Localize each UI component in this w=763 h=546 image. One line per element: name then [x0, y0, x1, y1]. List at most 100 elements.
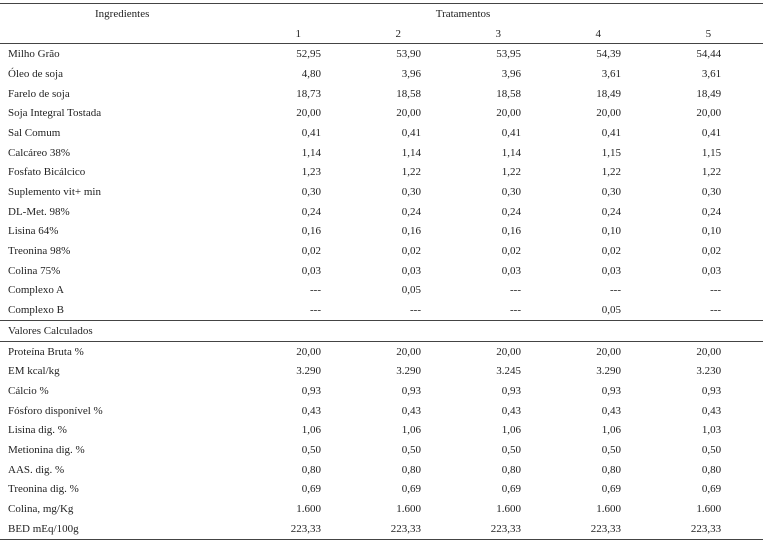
cell-value: 0,93	[401, 384, 421, 397]
table-row: Calcáreo 38% 1,14 1,14 1,14 1,15 1,15	[0, 143, 763, 163]
cell-value: 0,16	[501, 225, 521, 238]
cell-value: 0,03	[301, 264, 321, 277]
treatment-number: 1	[233, 23, 333, 45]
cell-value: 3.290	[596, 365, 621, 378]
cell-value: 1,22	[701, 166, 722, 179]
cell-value: 0,10	[601, 225, 621, 238]
cell-value: 1,15	[701, 146, 722, 159]
table-row: Óleo de soja 4,80 3,96 3,96 3,61 3,61	[0, 64, 763, 84]
cell-value: 1,22	[401, 166, 421, 179]
cell-value: 0,43	[301, 404, 321, 417]
cell-value: 0,41	[701, 126, 722, 139]
cell-value: 0,41	[401, 126, 421, 139]
row-label: Suplemento vit+ min	[8, 186, 101, 199]
cell-value: 0,50	[301, 443, 321, 456]
table-row: Colina 75% 0,03 0,03 0,03 0,03 0,03	[0, 261, 763, 281]
cell-value: ---	[610, 284, 621, 297]
table-row: Cálcio % 0,93 0,93 0,93 0,93 0,93	[0, 381, 763, 401]
cell-value: 0,80	[301, 463, 321, 476]
treatment-number: 3	[433, 23, 533, 45]
cell-value: 0,03	[401, 264, 421, 277]
table-row: Proteína Bruta % 20,00 20,00 20,00 20,00 20,0…	[0, 341, 763, 361]
cell-value: 3.290	[296, 365, 321, 378]
cell-value: 1,06	[401, 424, 421, 437]
cell-value: 0,30	[501, 186, 521, 199]
cell-value: ---	[433, 300, 533, 322]
row-label: Complexo A	[8, 284, 64, 297]
cell-value: 3,61	[601, 67, 621, 80]
cell-value: 1,14	[401, 146, 421, 159]
cell-value: 0,02	[401, 245, 421, 258]
cell-value: 3,96	[501, 67, 521, 80]
header-row: Ingredientes Tratamentos	[0, 2, 763, 24]
cell-value: 223,33	[333, 518, 433, 540]
cell-value: 0,24	[701, 205, 722, 218]
cell-value: 0,24	[501, 205, 521, 218]
row-label: Calcáreo 38%	[8, 146, 70, 159]
cell-value: 20,00	[596, 107, 621, 120]
cell-value: 20,00	[396, 107, 421, 120]
cell-value: 0,24	[301, 205, 321, 218]
cell-value: 1.600	[296, 503, 321, 516]
treatment-number: 2	[333, 23, 433, 45]
row-label: Colina, mg/Kg	[8, 503, 74, 516]
cell-value: 0,80	[401, 463, 421, 476]
cell-value: 3.290	[396, 365, 421, 378]
row-label: Óleo de soja	[8, 67, 63, 80]
cell-value: 0,30	[301, 186, 321, 199]
cell-value: 3.245	[496, 365, 521, 378]
table-row: BED mEq/100g 223,33 223,33 223,33 223,33 223,…	[0, 518, 763, 540]
cell-value: 0,16	[401, 225, 421, 238]
cell-value: 223,33	[533, 518, 633, 540]
cell-value: 0,24	[401, 205, 421, 218]
cell-value: 0,50	[701, 443, 722, 456]
table-row: Complexo B --- --- --- 0,05 ---	[0, 300, 763, 322]
row-label: Metionina dig. %	[8, 443, 85, 456]
cell-value: 3.230	[696, 365, 722, 378]
cell-value: 0,41	[601, 126, 621, 139]
cell-value: 1,14	[501, 146, 521, 159]
cell-value: 20,00	[496, 345, 521, 358]
cell-value: 1,22	[601, 166, 621, 179]
cell-value: 20,00	[696, 345, 722, 358]
cell-value: 0,80	[701, 463, 722, 476]
cell-value: 53,90	[396, 48, 421, 61]
row-label: EM kcal/kg	[8, 365, 60, 378]
table-row: Farelo de soja 18,73 18,58 18,58 18,49 18,49	[0, 84, 763, 104]
row-label: Proteína Bruta %	[8, 345, 84, 358]
row-label: Colina 75%	[8, 264, 61, 277]
cell-value: 0,03	[701, 264, 722, 277]
cell-value: 0,10	[701, 225, 722, 238]
cell-value: 0,30	[701, 186, 722, 199]
cell-value: 1,15	[601, 146, 621, 159]
row-label: Lisina dig. %	[8, 424, 67, 437]
cell-value: 1,06	[601, 424, 621, 437]
cell-value: 1,06	[301, 424, 321, 437]
cell-value: 1,06	[501, 424, 521, 437]
cell-value: 20,00	[496, 107, 521, 120]
table-row: Treonina dig. % 0,69 0,69 0,69 0,69 0,69	[0, 480, 763, 500]
table-row: Soja Integral Tostada 20,00 20,00 20,00 20,0…	[0, 103, 763, 123]
cell-value: 0,05	[401, 284, 421, 297]
cell-value: 18,58	[396, 87, 421, 100]
cell-value: 0,93	[501, 384, 521, 397]
cell-value: 1.600	[396, 503, 421, 516]
table-row: Lisina dig. % 1,06 1,06 1,06 1,06 1,03	[0, 420, 763, 440]
cell-value: 20,00	[596, 345, 621, 358]
cell-value: 0,03	[601, 264, 621, 277]
row-label: DL-Met. 98%	[8, 205, 70, 218]
table-row: Metionina dig. % 0,50 0,50 0,50 0,50 0,50	[0, 440, 763, 460]
table-row: Fosfato Bicálcico 1,23 1,22 1,22 1,22 1,22	[0, 163, 763, 183]
row-label: Treonina dig. %	[8, 483, 79, 496]
cell-value: 1,22	[501, 166, 521, 179]
cell-value: 18,58	[496, 87, 521, 100]
row-label: BED mEq/100g	[0, 518, 233, 540]
cell-value: 0,03	[501, 264, 521, 277]
table-row: EM kcal/kg 3.290 3.290 3.245 3.290 3.230	[0, 361, 763, 381]
cell-value: 0,69	[601, 483, 621, 496]
cell-value: 0,69	[501, 483, 521, 496]
cell-value: 0,02	[301, 245, 321, 258]
cell-value: 0,02	[601, 245, 621, 258]
